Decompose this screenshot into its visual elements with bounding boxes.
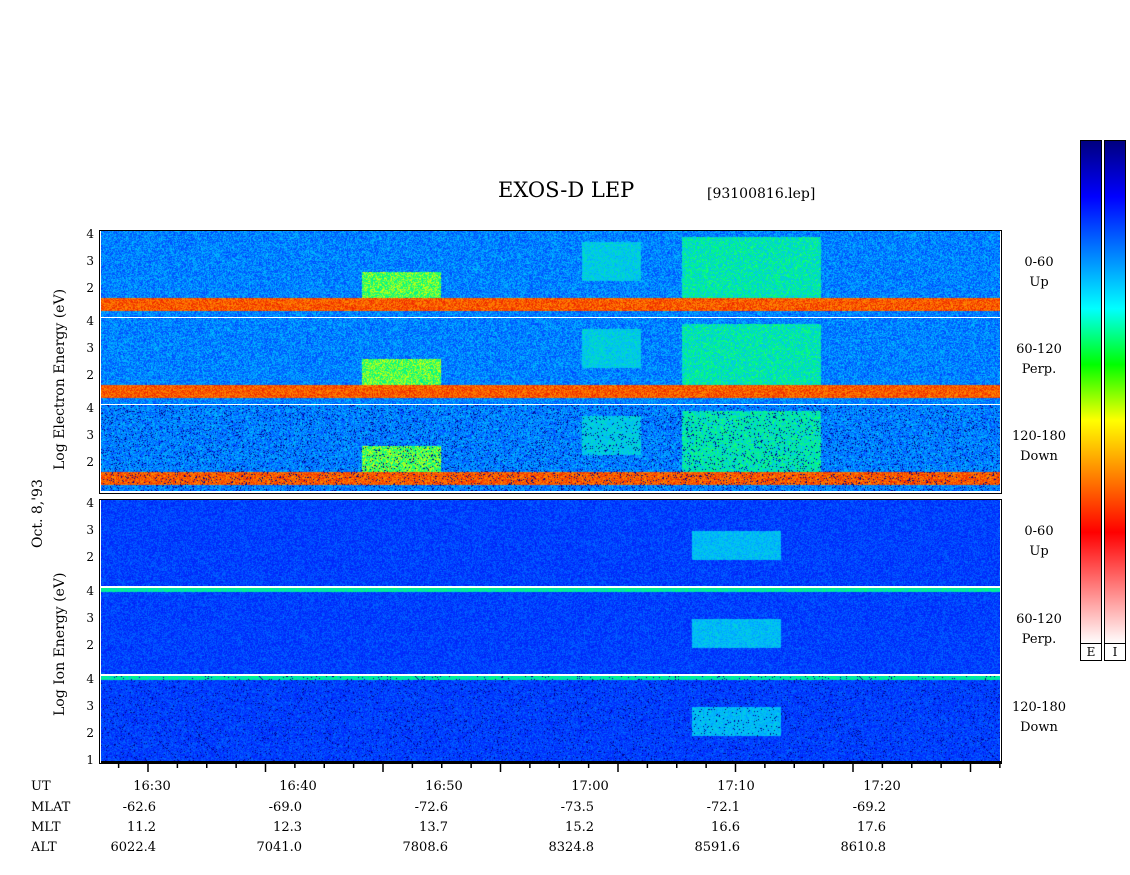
spectrogram-panel	[101, 231, 1000, 317]
panel-direction-label: Perp.	[1021, 632, 1057, 647]
panel-label: 60-120 Perp.	[1004, 340, 1074, 380]
y-tick-label: 2	[86, 281, 94, 295]
x-axis-mlt-value: 15.2	[565, 820, 594, 835]
colorbar-ion-label: I	[1104, 643, 1126, 661]
x-axis-alt-value: 8610.8	[840, 840, 887, 855]
x-axis-alt-value: 7041.0	[256, 840, 303, 855]
panel-label: 0-60 Up	[1004, 253, 1074, 293]
x-axis-ut-value: 17:00	[571, 779, 609, 794]
x-axis-mlat-value: -72.1	[706, 800, 740, 815]
x-axis-mlat-value: -69.0	[268, 800, 302, 815]
x-axis-alt-value: 8591.6	[694, 840, 741, 855]
x-axis-ut-value: 16:50	[425, 779, 463, 794]
x-axis-ut-value: 16:30	[133, 779, 171, 794]
x-axis-mlat-value: -72.6	[414, 800, 448, 815]
y-tick-label: 4	[86, 672, 94, 686]
panel-group-frame	[99, 499, 1002, 764]
x-axis-mlt-value: 12.3	[273, 820, 302, 835]
spectrogram-panel	[101, 500, 1000, 586]
y-tick-label: 2	[86, 726, 94, 740]
panel-direction-label: Up	[1029, 544, 1049, 559]
x-axis-mlt-value: 11.2	[127, 820, 156, 835]
y-tick-label: 2	[86, 368, 94, 382]
panel-direction-label: Perp.	[1021, 362, 1057, 377]
x-axis-mlt-value: 17.6	[857, 820, 886, 835]
y-tick-label: 2	[86, 638, 94, 652]
colorbar-electron-label: E	[1080, 643, 1102, 661]
electron-ylabel: Log Electron Energy (eV)	[52, 288, 68, 470]
panel-angle-label: 120-180	[1011, 429, 1067, 444]
x-axis-mlat-value: -73.5	[560, 800, 594, 815]
panel-label: 60-120 Perp.	[1004, 610, 1074, 650]
x-axis-mlt-value: 13.7	[419, 820, 448, 835]
spectrogram-panel	[101, 676, 1000, 762]
colorbar-electron	[1080, 140, 1102, 645]
ion-ylabel: Log Ion Energy (eV)	[52, 572, 68, 716]
x-axis-row-label: MLT	[31, 820, 61, 835]
y-tick-label: 4	[86, 314, 94, 328]
spectrogram-panel	[101, 588, 1000, 674]
x-axis-alt-value: 8324.8	[548, 840, 595, 855]
y-tick-label: 3	[86, 699, 94, 713]
x-axis-mlat-value: -62.6	[122, 800, 156, 815]
y-tick-label: 2	[86, 550, 94, 564]
colorbar-ion	[1104, 140, 1126, 645]
x-axis-row-label: UT	[31, 779, 51, 794]
x-axis-mlat-value: -69.2	[852, 800, 886, 815]
x-axis-row-label: ALT	[31, 840, 57, 855]
x-axis-alt-value: 6022.4	[110, 840, 157, 855]
panel-label: 120-180 Down	[1004, 427, 1074, 467]
panel-angle-label: 0-60	[1024, 524, 1054, 539]
x-axis-row-label: MLAT	[31, 800, 71, 815]
y-tick-label: 1	[86, 753, 94, 767]
y-tick-label: 4	[86, 401, 94, 415]
x-axis	[101, 761, 1001, 772]
spectrogram-panel	[101, 405, 1000, 491]
y-tick-label: 3	[86, 611, 94, 625]
date-label: Oct. 8,'93	[30, 479, 46, 548]
x-axis-ut-value: 17:10	[717, 779, 755, 794]
panel-label: 120-180 Down	[1004, 698, 1074, 738]
x-axis-ut-value: 17:20	[863, 779, 901, 794]
x-axis-ut-value: 16:40	[279, 779, 317, 794]
panel-angle-label: 0-60	[1024, 255, 1054, 270]
panel-direction-label: Down	[1020, 720, 1058, 735]
panel-angle-label: 60-120	[1016, 612, 1062, 627]
panel-direction-label: Down	[1020, 449, 1058, 464]
spectrogram-panel	[101, 318, 1000, 404]
panel-angle-label: 120-180	[1011, 700, 1067, 715]
y-tick-label: 3	[86, 254, 94, 268]
panel-label: 0-60 Up	[1004, 522, 1074, 562]
y-tick-label: 4	[86, 496, 94, 510]
y-tick-label: 4	[86, 227, 94, 241]
panel-group-frame	[99, 230, 1002, 494]
chart-title: EXOS-D LEP	[498, 178, 635, 202]
file-name: [93100816.lep]	[707, 186, 816, 202]
x-axis-alt-value: 7808.6	[402, 840, 449, 855]
y-tick-label: 3	[86, 523, 94, 537]
panel-direction-label: Up	[1029, 275, 1049, 290]
y-tick-label: 2	[86, 455, 94, 469]
y-tick-label: 3	[86, 341, 94, 355]
x-axis-mlt-value: 16.6	[711, 820, 740, 835]
y-tick-label: 3	[86, 428, 94, 442]
y-tick-label: 4	[86, 584, 94, 598]
panel-angle-label: 60-120	[1016, 342, 1062, 357]
